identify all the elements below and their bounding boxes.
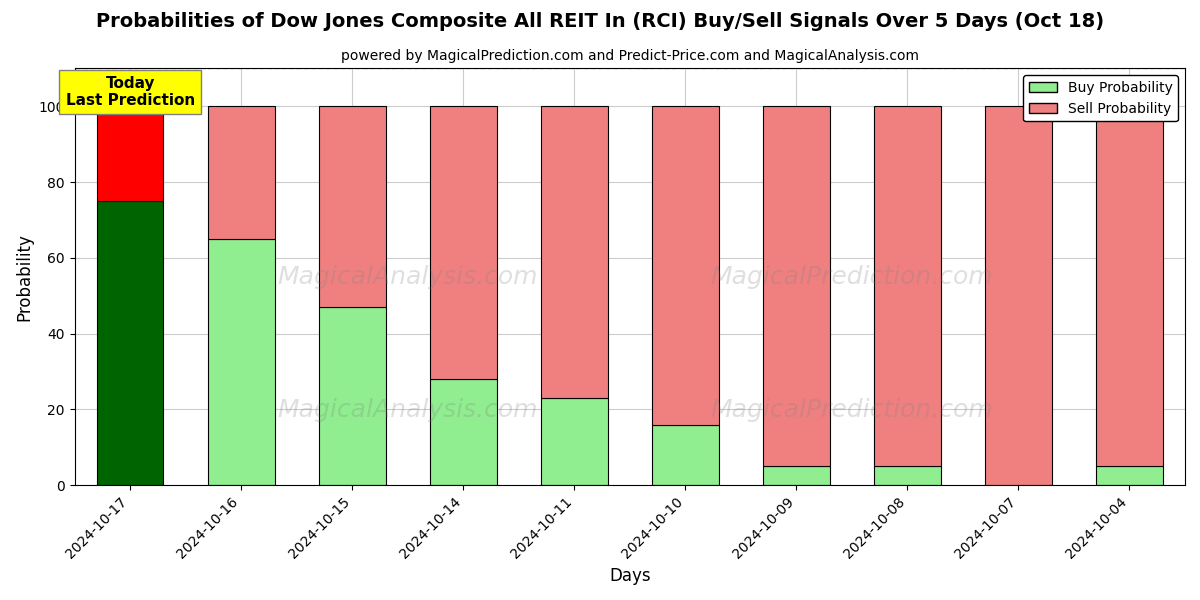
Text: Today
Last Prediction: Today Last Prediction — [66, 76, 194, 109]
Bar — [541, 398, 607, 485]
Bar — [652, 425, 719, 485]
Bar — [97, 106, 163, 201]
Bar — [763, 106, 829, 466]
Bar — [97, 201, 163, 485]
Bar — [985, 106, 1051, 485]
Bar — [541, 106, 607, 398]
Bar — [208, 106, 275, 239]
Bar — [430, 106, 497, 379]
Text: MagicalPrediction.com: MagicalPrediction.com — [710, 398, 994, 422]
Y-axis label: Probability: Probability — [16, 233, 34, 320]
Bar — [1096, 106, 1163, 466]
Legend: Buy Probability, Sell Probability: Buy Probability, Sell Probability — [1024, 75, 1178, 121]
Text: MagicalAnalysis.com: MagicalAnalysis.com — [277, 265, 538, 289]
Bar — [1096, 466, 1163, 485]
Bar — [319, 307, 385, 485]
Bar — [874, 106, 941, 466]
Text: Probabilities of Dow Jones Composite All REIT In (RCI) Buy/Sell Signals Over 5 D: Probabilities of Dow Jones Composite All… — [96, 12, 1104, 31]
X-axis label: Days: Days — [610, 567, 650, 585]
Text: MagicalAnalysis.com: MagicalAnalysis.com — [277, 398, 538, 422]
Bar — [763, 466, 829, 485]
Bar — [874, 466, 941, 485]
Bar — [208, 239, 275, 485]
Bar — [652, 106, 719, 425]
Bar — [430, 379, 497, 485]
Title: powered by MagicalPrediction.com and Predict-Price.com and MagicalAnalysis.com: powered by MagicalPrediction.com and Pre… — [341, 49, 919, 63]
Text: MagicalPrediction.com: MagicalPrediction.com — [710, 265, 994, 289]
Bar — [319, 106, 385, 307]
